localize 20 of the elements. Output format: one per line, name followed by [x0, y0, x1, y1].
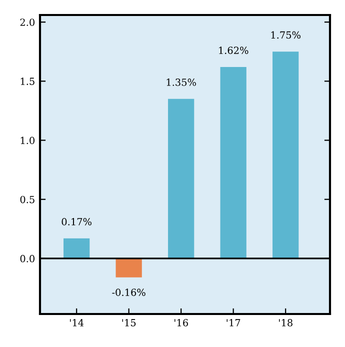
data-label: 1.75% [271, 31, 300, 39]
bar [220, 67, 246, 258]
bar [272, 52, 299, 258]
x-tick-label: '17 [226, 319, 240, 326]
x-tick-label: '18 [279, 319, 292, 326]
y-tick-label: 0.0 [20, 254, 34, 262]
data-label: 0.17% [62, 218, 92, 226]
y-tick-label: 1.5 [20, 78, 34, 86]
x-tick-label: '15 [122, 319, 136, 326]
data-label: 1.62% [219, 46, 248, 54]
y-tick-label: 0.5 [20, 196, 34, 204]
x-tick-label: '16 [174, 319, 188, 326]
y-tick-label: 2.0 [20, 18, 34, 26]
bar [116, 258, 142, 278]
data-label: -0.16% [112, 288, 146, 296]
bar [64, 238, 90, 258]
y-tick-label: 1.0 [20, 136, 34, 144]
x-tick-label: '14 [70, 319, 84, 326]
bar [168, 98, 194, 258]
data-label: 1.35% [166, 78, 196, 86]
